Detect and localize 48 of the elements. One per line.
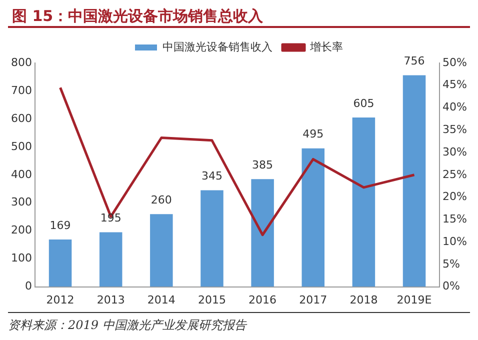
y2-tick-label: 10% [442,234,468,248]
x-tick-label: 2016 [248,293,277,306]
y-tick-label: 0 [24,280,32,293]
data-label: 756 [404,54,425,68]
bar [352,118,376,287]
bar [302,148,325,287]
data-label: 385 [252,158,274,172]
x-tick-label: 2014 [147,293,176,306]
y2-tick-label: 15% [442,212,468,226]
y-tick-label: 400 [10,168,32,181]
y2-tick-label: 25% [442,168,468,181]
y-tick-label: 100 [10,252,32,265]
y2-tick-label: 20% [442,190,468,204]
x-tick-label: 2015 [198,293,226,306]
data-label: 195 [100,212,122,225]
y-tick-label: 200 [10,224,32,237]
bar [402,75,426,287]
bar [251,179,274,287]
y-tick-label: 700 [10,84,32,97]
y-tick-label: 600 [10,112,32,125]
x-tick-label: 2017 [299,293,328,306]
bar [99,232,122,287]
bar [200,190,224,287]
data-label: 345 [201,170,222,183]
chart-title: 图 15：中国激光设备市场销售总收入 [8,4,470,28]
y2-tick-label: 45% [442,78,468,92]
y2-tick-label: 0% [442,280,460,293]
x-tick-label: 2019E [396,293,432,306]
x-tick-label: 2013 [96,293,125,306]
y-tick-label: 800 [10,56,32,69]
data-label: 495 [302,128,324,141]
bar [48,240,72,287]
y-tick-label: 500 [10,140,32,153]
y2-tick-label: 50% [442,56,468,69]
y-tick-label: 300 [10,196,32,209]
text: 资料来源：2019 中国激光产业发展研究报告 [8,312,470,334]
data-label: 260 [150,193,172,206]
data-label: 605 [353,96,374,110]
y2-tick-label: 5% [442,257,460,270]
x-tick-label: 2018 [350,293,378,306]
y2-tick-label: 30% [442,145,468,158]
legend-label: 中国激光设备销售收入 [162,40,272,54]
y2-tick-label: 40% [442,100,468,114]
y2-tick-label: 35% [442,123,468,136]
legend-label: 增长率 [309,40,343,54]
x-tick-label: 2012 [46,293,74,306]
data-label: 169 [50,218,71,232]
bar [150,214,173,287]
